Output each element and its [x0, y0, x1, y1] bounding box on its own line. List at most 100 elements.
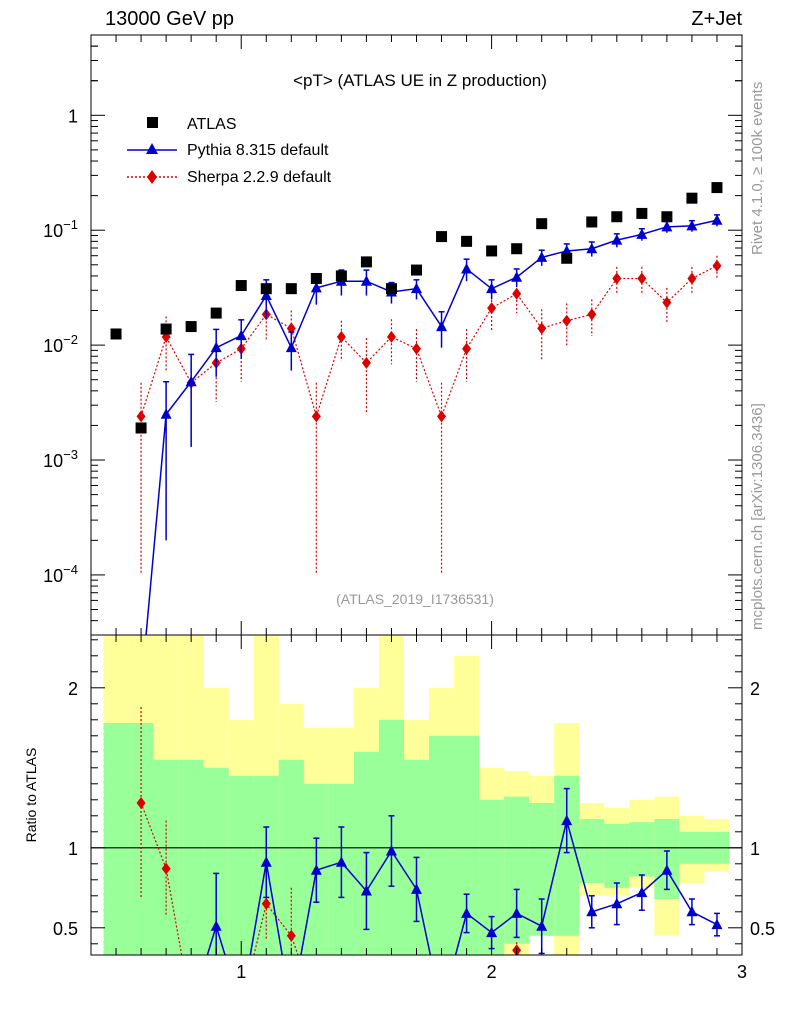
pythia-point [160, 408, 172, 419]
pythia-point [185, 375, 197, 387]
sherpa-point [412, 342, 421, 355]
pythia-point [511, 271, 523, 282]
sherpa-ratio-point [161, 862, 171, 875]
atlas-point [260, 283, 272, 295]
atlas-point [661, 211, 673, 223]
atlas-point [385, 283, 397, 295]
sherpa-point [687, 272, 697, 285]
legend-label-atlas: ATLAS [187, 116, 237, 133]
sherpa-point [386, 330, 396, 343]
atlas-point [135, 422, 147, 434]
pythia-point [636, 228, 648, 239]
atlas-point [486, 245, 498, 257]
y-tick-label: 10−1 [43, 217, 78, 241]
pythia-point [611, 234, 623, 245]
ratio-y-tick-label: 1 [68, 839, 78, 859]
sherpa-point [437, 410, 447, 423]
legend-marker-pythia [146, 143, 158, 154]
mcplots-label: mcplots.cern.ch [arXiv:1306.3436] [749, 403, 766, 630]
pythia-ratio-point [411, 883, 422, 894]
green-band-bin [128, 723, 154, 955]
y-tick-label: 10−2 [43, 332, 78, 356]
sherpa-point [537, 322, 547, 335]
sherpa-point [487, 302, 497, 315]
pythia-ratio-point [310, 864, 322, 875]
pythia-ratio-line [206, 820, 718, 955]
x-tick-label: 2 [487, 962, 497, 982]
sherpa-point [336, 330, 346, 343]
pythia-ratio-point [561, 814, 573, 826]
atlas-point [711, 182, 723, 194]
pythia-point [436, 320, 448, 332]
atlas-point [110, 328, 122, 340]
atlas-point [185, 321, 197, 333]
pythia-ratio-point [661, 864, 673, 875]
pythia-line [145, 219, 718, 635]
pythia-point [711, 214, 723, 225]
atlas-point [360, 256, 372, 268]
sherpa-ratio-point [261, 897, 271, 910]
atlas-point [235, 280, 247, 292]
legend: ATLAS Pythia 8.315 default Sherpa 2.2.9 … [127, 116, 332, 186]
pythia-ratio-point [711, 918, 723, 930]
pythia-ratio-point [511, 907, 523, 918]
x-tick-label: 3 [737, 962, 747, 982]
atlas-point [686, 192, 698, 204]
x-tick-label: 1 [236, 962, 246, 982]
pythia-ratio-point [611, 897, 623, 909]
green-band-bin [178, 759, 204, 955]
green-band-bin [579, 819, 605, 883]
green-band-bin [153, 759, 179, 955]
legend-label-pythia: Pythia 8.315 default [187, 142, 329, 159]
pythia-ratio-point [385, 845, 397, 856]
ratio-uncertainty-bands [91, 635, 742, 955]
pythia-point [360, 275, 372, 286]
y-tick-label: 1 [68, 106, 78, 126]
pythia-point [461, 262, 473, 274]
sherpa-point [662, 296, 672, 309]
legend-label-sherpa: Sherpa 2.2.9 default [187, 169, 332, 186]
pythia-ratio-point [586, 905, 598, 917]
sherpa-ratio-point [136, 797, 146, 809]
sherpa-point [462, 342, 472, 355]
header-right: Z+Jet [691, 8, 742, 30]
atlas-point [611, 211, 623, 223]
atlas-point [436, 231, 448, 243]
pythia-ratio-point [461, 907, 473, 918]
green-band-bin [103, 723, 129, 955]
sherpa-point [136, 410, 146, 423]
pythia-ratio-point [636, 886, 648, 898]
green-band-bin [454, 735, 480, 955]
atlas-point [285, 283, 297, 295]
y-tick-label: 10−4 [43, 562, 78, 586]
pythia-point [536, 251, 548, 262]
ratio-y-axis-label: Ratio to ATLAS [23, 748, 39, 843]
sherpa-line [140, 265, 718, 419]
pythia-ratio-point [486, 926, 498, 938]
pythia-point [260, 289, 272, 301]
pythia-point [686, 219, 698, 231]
sherpa-point [361, 356, 371, 369]
sherpa-point [612, 272, 622, 285]
atlas-point [561, 252, 573, 264]
pythia-ratio-point [260, 856, 272, 867]
pythia-point [285, 341, 297, 353]
atlas-point [636, 207, 648, 219]
pythia-point [411, 282, 422, 294]
atlas-point [586, 216, 598, 228]
ratio-y-tick-label: 2 [68, 679, 78, 699]
atlas-point [536, 218, 548, 230]
pythia-point [210, 341, 222, 353]
sherpa-point [712, 259, 722, 272]
atlas-point [310, 272, 322, 284]
ratio-y-tick-label: 0.5 [53, 919, 78, 939]
pythia-point [310, 281, 322, 293]
green-band-bin [278, 759, 304, 955]
analysis-watermark: (ATLAS_2019_I1736531) [336, 591, 494, 607]
legend-marker-atlas [147, 117, 158, 128]
sherpa-ratio-point [286, 929, 296, 942]
y-tick-label: 10−3 [43, 447, 78, 471]
pythia-point [235, 329, 247, 341]
top-panel-data [110, 182, 723, 635]
